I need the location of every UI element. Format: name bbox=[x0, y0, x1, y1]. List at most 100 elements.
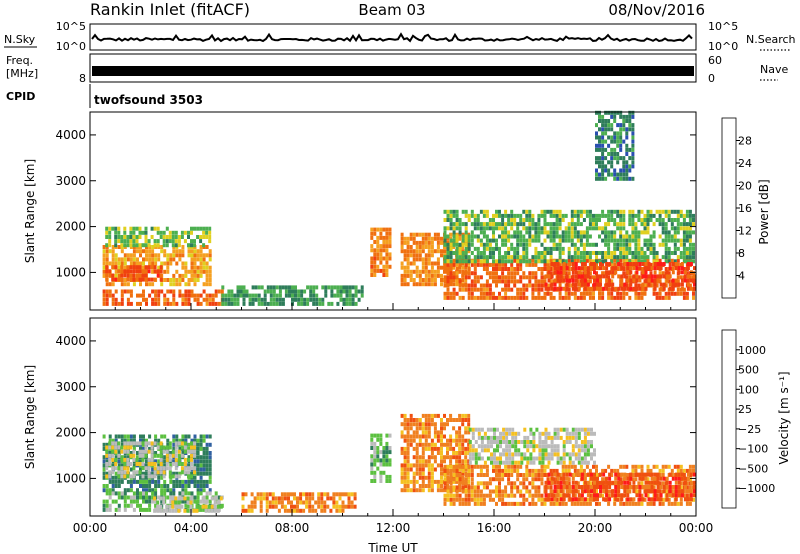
heatmap-cell bbox=[616, 259, 620, 264]
heatmap-cell bbox=[227, 293, 231, 298]
heatmap-cell bbox=[464, 501, 468, 506]
heatmap-cell bbox=[412, 269, 416, 274]
heatmap-cell bbox=[452, 464, 456, 469]
heatmap-cell bbox=[108, 491, 112, 496]
heatmap-cell bbox=[446, 455, 449, 460]
heatmap-cell bbox=[132, 249, 136, 254]
heatmap-cell bbox=[205, 442, 209, 447]
heatmap-cell bbox=[427, 459, 431, 464]
heatmap-cell bbox=[427, 422, 431, 427]
heatmap-cell bbox=[320, 500, 324, 505]
heatmap-cell bbox=[180, 230, 184, 235]
heatmap-cell bbox=[682, 251, 686, 255]
heatmap-cell bbox=[132, 491, 136, 496]
heatmap-cell bbox=[538, 444, 542, 449]
heatmap-cell bbox=[610, 291, 614, 296]
heatmap-cell bbox=[652, 230, 656, 235]
heatmap-cell bbox=[166, 301, 170, 306]
heatmap-cell bbox=[631, 114, 635, 119]
heatmap-cell bbox=[658, 234, 662, 239]
heatmap-cell bbox=[430, 265, 434, 270]
heatmap-cell bbox=[492, 226, 495, 231]
heatmap-cell bbox=[495, 262, 498, 267]
heatmap-cell bbox=[236, 289, 240, 294]
heatmap-cell bbox=[485, 226, 489, 231]
heatmap-cell bbox=[685, 222, 689, 227]
heatmap-cell bbox=[141, 441, 145, 446]
heatmap-cell bbox=[514, 431, 518, 436]
heatmap-cell bbox=[607, 251, 611, 255]
heatmap-cell bbox=[550, 456, 554, 461]
heatmap-cell bbox=[510, 473, 514, 477]
heatmap-cell bbox=[601, 295, 605, 300]
heatmap-cell bbox=[412, 479, 416, 484]
heatmap-cell bbox=[683, 274, 687, 279]
heatmap-cell bbox=[613, 147, 617, 152]
heatmap-cell bbox=[502, 460, 506, 465]
heatmap-cell bbox=[579, 501, 583, 506]
heatmap-cell bbox=[245, 289, 249, 294]
heatmap-cell bbox=[421, 488, 425, 493]
heatmap-cell bbox=[169, 257, 173, 262]
heatmap-cell bbox=[555, 218, 559, 222]
heatmap-cell bbox=[382, 264, 386, 269]
heatmap-cell bbox=[446, 485, 450, 490]
heatmap-cell bbox=[547, 278, 551, 283]
heatmap-cell bbox=[653, 274, 657, 279]
heatmap-cell bbox=[455, 259, 459, 264]
heatmap-cell bbox=[482, 251, 486, 255]
heatmap-cell bbox=[446, 209, 450, 214]
heatmap-cell bbox=[568, 435, 572, 440]
heatmap-cell bbox=[616, 213, 620, 218]
heatmap-cell bbox=[522, 259, 526, 264]
heatmap-cell bbox=[605, 262, 609, 266]
heatmap-cell bbox=[154, 451, 158, 455]
heatmap-cell bbox=[330, 293, 334, 298]
heatmap-cell bbox=[467, 459, 471, 464]
heatmap-cell bbox=[379, 462, 383, 467]
heatmap-cell bbox=[670, 209, 674, 214]
heatmap-cell bbox=[598, 164, 601, 169]
heatmap-cell bbox=[132, 261, 136, 266]
heatmap-cell bbox=[492, 489, 495, 494]
heatmap-cell bbox=[111, 245, 115, 249]
heatmap-cell bbox=[688, 222, 692, 227]
heatmap-cell bbox=[479, 226, 483, 231]
heatmap-cell bbox=[682, 246, 686, 251]
colorbar-tick-label: 16 bbox=[738, 202, 752, 215]
heatmap-cell bbox=[689, 278, 693, 283]
heatmap-cell bbox=[607, 218, 611, 222]
heatmap-cell bbox=[686, 262, 690, 266]
heatmap-cell bbox=[415, 479, 419, 484]
heatmap-cell bbox=[482, 295, 486, 300]
heatmap-cell bbox=[196, 455, 200, 460]
heatmap-cell bbox=[573, 291, 577, 296]
heatmap-cell bbox=[400, 467, 404, 472]
heatmap-cell bbox=[283, 504, 287, 509]
heatmap-cell bbox=[482, 262, 486, 267]
heatmap-cell bbox=[280, 504, 284, 509]
heatmap-cell bbox=[628, 295, 632, 300]
heatmap-cell bbox=[543, 238, 547, 243]
heatmap-cell bbox=[498, 291, 501, 296]
heatmap-cell bbox=[427, 236, 431, 241]
heatmap-cell bbox=[323, 492, 327, 497]
heatmap-cell bbox=[126, 441, 130, 446]
heatmap-cell bbox=[504, 255, 508, 260]
heatmap-cell bbox=[123, 488, 127, 493]
heatmap-cell bbox=[570, 464, 574, 469]
heatmap-cell bbox=[640, 246, 644, 251]
heatmap-cell bbox=[659, 282, 663, 287]
heatmap-cell bbox=[565, 440, 569, 444]
heatmap-cell bbox=[640, 209, 644, 214]
heatmap-cell bbox=[138, 226, 142, 231]
heatmap-cell bbox=[598, 251, 601, 255]
heatmap-cell bbox=[132, 269, 136, 274]
heatmap-cell bbox=[458, 497, 462, 502]
heatmap-cell bbox=[643, 291, 647, 296]
heatmap-cell bbox=[619, 295, 623, 300]
heatmap-cell bbox=[567, 222, 571, 227]
heatmap-cell bbox=[623, 274, 627, 279]
heatmap-cell bbox=[507, 477, 511, 482]
heatmap-cell bbox=[637, 218, 641, 222]
